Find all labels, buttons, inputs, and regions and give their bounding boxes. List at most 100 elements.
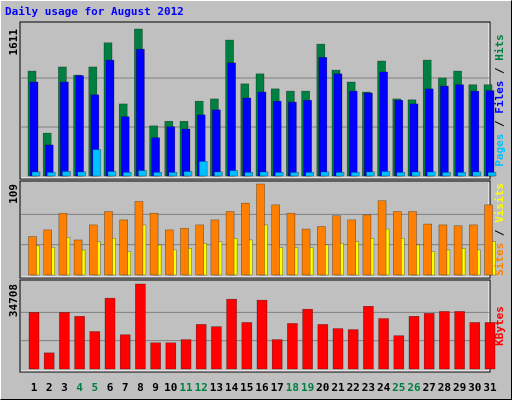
x-tick-label: 21 [331, 381, 345, 394]
bar [305, 172, 314, 177]
bar [105, 59, 115, 177]
bar [31, 171, 41, 177]
bar [408, 211, 417, 276]
bar [104, 211, 113, 276]
x-tick-label: 15 [240, 381, 253, 394]
legend: Pages / Files / Hits [493, 34, 506, 167]
bar [472, 171, 482, 177]
legend-entry: KBytes [493, 306, 506, 346]
bar [256, 299, 268, 370]
bar [423, 223, 433, 276]
bar [424, 88, 434, 177]
x-tick-label: 22 [347, 381, 360, 394]
bar [469, 322, 481, 370]
bar [89, 224, 98, 276]
bar [119, 334, 131, 370]
bar [409, 103, 419, 177]
x-tick-label: 1 [31, 381, 38, 394]
bar [168, 172, 178, 177]
bar [153, 172, 162, 177]
bar [453, 225, 463, 276]
bar [288, 101, 297, 177]
bar [227, 62, 236, 177]
bar [180, 339, 192, 370]
bar [438, 224, 448, 276]
bar [271, 204, 281, 276]
bar [411, 171, 421, 177]
bar [303, 99, 312, 177]
bar [241, 322, 253, 370]
x-tick-label: 14 [225, 381, 239, 394]
bar [271, 339, 283, 370]
chart-title: Daily usage for August 2012 [5, 5, 184, 18]
bar [244, 172, 254, 177]
bar [348, 90, 358, 177]
bar [73, 239, 83, 276]
bar [347, 329, 359, 370]
x-tick-label: 4 [76, 381, 83, 394]
bar [468, 224, 478, 276]
x-tick-label: 12 [195, 381, 208, 394]
bar [362, 214, 372, 276]
x-tick-label: 3 [61, 381, 68, 394]
bar [195, 224, 204, 276]
bar [484, 322, 496, 370]
bar [316, 226, 326, 276]
bar [89, 331, 101, 370]
bar [335, 172, 345, 177]
bar [241, 202, 250, 276]
bar [135, 283, 146, 370]
bar [364, 92, 373, 177]
y-tick-label: 1611 [7, 29, 20, 56]
bar [134, 201, 144, 276]
legend-entry: Visits [493, 183, 506, 223]
x-tick-label: 8 [137, 381, 144, 394]
legend-entry: Files [493, 81, 506, 114]
bar [487, 172, 497, 177]
bar [225, 211, 235, 276]
legend-separator: / [493, 223, 506, 243]
bar [426, 171, 436, 177]
bar [104, 297, 116, 370]
bar [290, 172, 299, 177]
bar [165, 342, 177, 370]
bar [320, 171, 330, 177]
bar [214, 171, 223, 177]
bar [60, 81, 69, 177]
bar [29, 81, 39, 177]
x-tick-label: 10 [164, 381, 177, 394]
bar [333, 73, 343, 177]
x-tick-label: 26 [407, 381, 421, 394]
bar [423, 313, 435, 370]
bar [77, 171, 86, 177]
bar [442, 172, 451, 177]
x-tick-label: 28 [438, 381, 451, 394]
bar [318, 57, 328, 177]
bar [229, 170, 238, 177]
x-tick-label: 24 [377, 381, 391, 394]
bar [166, 126, 176, 177]
bar [43, 229, 53, 276]
plot-bevel [21, 281, 490, 372]
x-tick-label: 29 [453, 381, 466, 394]
bar [457, 172, 466, 177]
x-tick-label: 17 [271, 381, 284, 394]
bar [440, 85, 449, 177]
bar [59, 312, 70, 370]
y-tick-label: 109 [7, 184, 20, 204]
bar [149, 212, 159, 276]
bar [150, 342, 161, 370]
bar [302, 308, 313, 370]
bar [212, 109, 221, 177]
x-tick-label: 25 [392, 381, 405, 394]
bar [257, 91, 267, 177]
x-tick-label: 27 [423, 381, 436, 394]
bar [119, 219, 128, 276]
legend: KBytes [493, 306, 506, 346]
bar [350, 172, 360, 177]
legend: Sites / Visits [493, 183, 506, 276]
bar [347, 219, 357, 276]
bar [136, 48, 145, 177]
bar [274, 172, 284, 177]
